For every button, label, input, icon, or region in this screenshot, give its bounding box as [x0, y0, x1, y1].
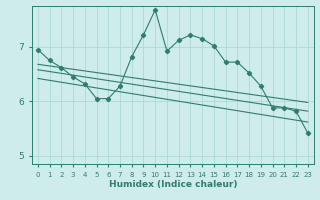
X-axis label: Humidex (Indice chaleur): Humidex (Indice chaleur) [108, 180, 237, 189]
